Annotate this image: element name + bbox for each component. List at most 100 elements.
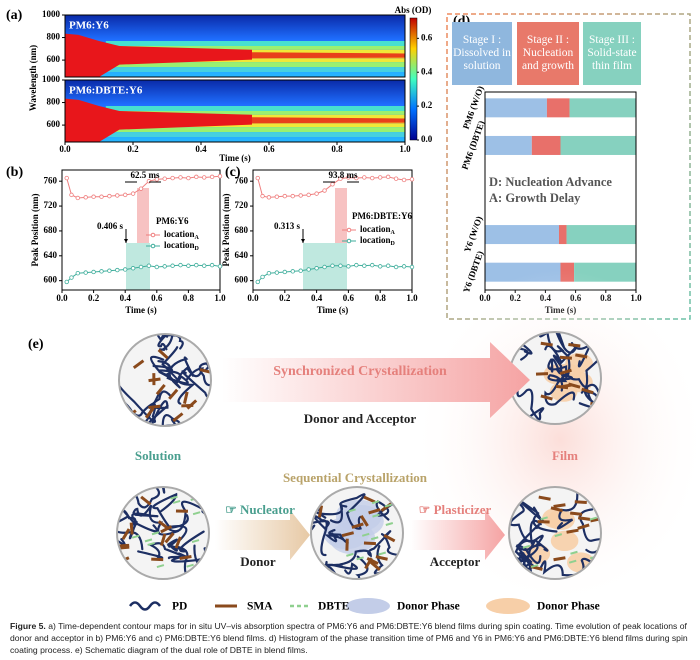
colorbar-tick-label: 0.4	[421, 66, 433, 76]
dbte	[144, 538, 153, 543]
polymer-chain	[181, 369, 211, 400]
polymer-chain	[199, 400, 211, 423]
legend-name: location	[360, 235, 391, 245]
sma	[363, 495, 376, 504]
arrowhead	[124, 239, 128, 243]
x-tick-label: 0.0	[59, 144, 71, 154]
annotation: A: Growth Delay	[489, 191, 581, 205]
sma	[559, 368, 572, 375]
point	[266, 195, 272, 200]
legend-marker	[346, 238, 352, 244]
annotation: 93.8 ms	[329, 170, 358, 180]
point	[107, 193, 112, 199]
polymer-chain	[539, 332, 571, 373]
dbte	[361, 532, 370, 537]
arrowhead	[301, 239, 305, 243]
sma	[341, 531, 354, 538]
point	[260, 274, 265, 280]
polymer-chain	[157, 356, 195, 379]
point	[138, 186, 144, 191]
figure-graphics: (a) (b) (c) (d) (e) PM6:Y61000800600PM6:…	[6, 5, 700, 614]
heatmap-band	[105, 62, 406, 68]
sma	[155, 384, 166, 396]
legend-label: locationD	[360, 235, 396, 247]
bar-segment	[566, 225, 636, 245]
sma	[566, 528, 579, 534]
dbte	[151, 531, 160, 536]
panel-label: (c)	[225, 165, 241, 180]
frame	[61, 169, 221, 291]
colorbar-tick-label: 0.2	[421, 100, 433, 110]
point	[282, 193, 287, 199]
point	[115, 267, 120, 273]
schematic-circle	[509, 332, 601, 424]
x-tick-label: 0.2	[279, 293, 291, 303]
polymer-chain	[580, 383, 601, 412]
x-tick-label: 0.0	[247, 293, 259, 303]
legend-label: locationA	[360, 224, 396, 236]
sma	[140, 495, 152, 506]
caption-text: a) Time-dependent contour maps for in si…	[10, 621, 688, 655]
sma	[148, 404, 161, 410]
point	[306, 192, 311, 198]
legend-name: location	[360, 224, 391, 234]
y-tick-label: 1000	[42, 74, 61, 84]
point	[209, 262, 215, 268]
heatmap-red	[65, 33, 252, 77]
legend-marker	[150, 243, 156, 249]
point	[314, 266, 319, 271]
bar-segment	[546, 98, 570, 118]
x-tick-label: 0.6	[151, 293, 163, 303]
sma	[550, 506, 563, 513]
point	[91, 269, 96, 275]
dbte	[346, 552, 354, 557]
legend-acceptor-phase	[486, 598, 530, 614]
sma	[159, 533, 167, 546]
acceptor-phase	[550, 530, 579, 552]
y-tick-label: 800	[47, 32, 61, 42]
point	[298, 268, 303, 273]
y-tick-label: 600	[47, 119, 61, 129]
panel-label: (b)	[6, 165, 23, 180]
annotation: 0.313 s	[274, 221, 301, 231]
legend-label: locationA	[164, 229, 200, 241]
y-tick-label: 800	[47, 97, 61, 107]
y-tick-label: 680	[235, 225, 249, 235]
dbte	[372, 513, 380, 518]
y-tick-label: 720	[235, 200, 249, 210]
legend-label: Donor Phase	[397, 601, 460, 613]
dbte	[530, 564, 539, 568]
dbte	[371, 500, 380, 505]
sma	[574, 500, 587, 505]
polymer-chain	[315, 555, 369, 579]
dbte	[191, 539, 200, 544]
legend-marker	[150, 232, 156, 238]
point	[260, 193, 265, 199]
point	[178, 262, 183, 268]
x-tick-label: 0.4	[120, 293, 132, 303]
point	[274, 270, 280, 275]
point	[178, 175, 183, 180]
x-tick-label: 0.4	[311, 293, 323, 303]
sma	[179, 555, 192, 561]
polymer-chain	[547, 354, 568, 392]
dbte	[385, 522, 394, 526]
bar-segment	[485, 135, 532, 155]
dbte	[172, 499, 181, 504]
x-tick-label: 0.0	[56, 293, 68, 303]
point	[314, 191, 319, 196]
x-tick-label: 0.8	[331, 144, 343, 154]
annotation: 0.406 s	[97, 221, 124, 231]
polymer-chain	[119, 381, 157, 423]
point	[266, 271, 272, 276]
point	[306, 267, 311, 272]
schematic-text: Sequential Crystallization	[283, 470, 428, 485]
sma	[129, 522, 134, 535]
polymer-chain	[391, 487, 403, 507]
point	[99, 269, 104, 274]
colorbar-title: Abs (OD)	[395, 5, 432, 15]
point	[201, 175, 207, 180]
polymer-chain	[117, 510, 144, 551]
sma	[183, 391, 189, 404]
